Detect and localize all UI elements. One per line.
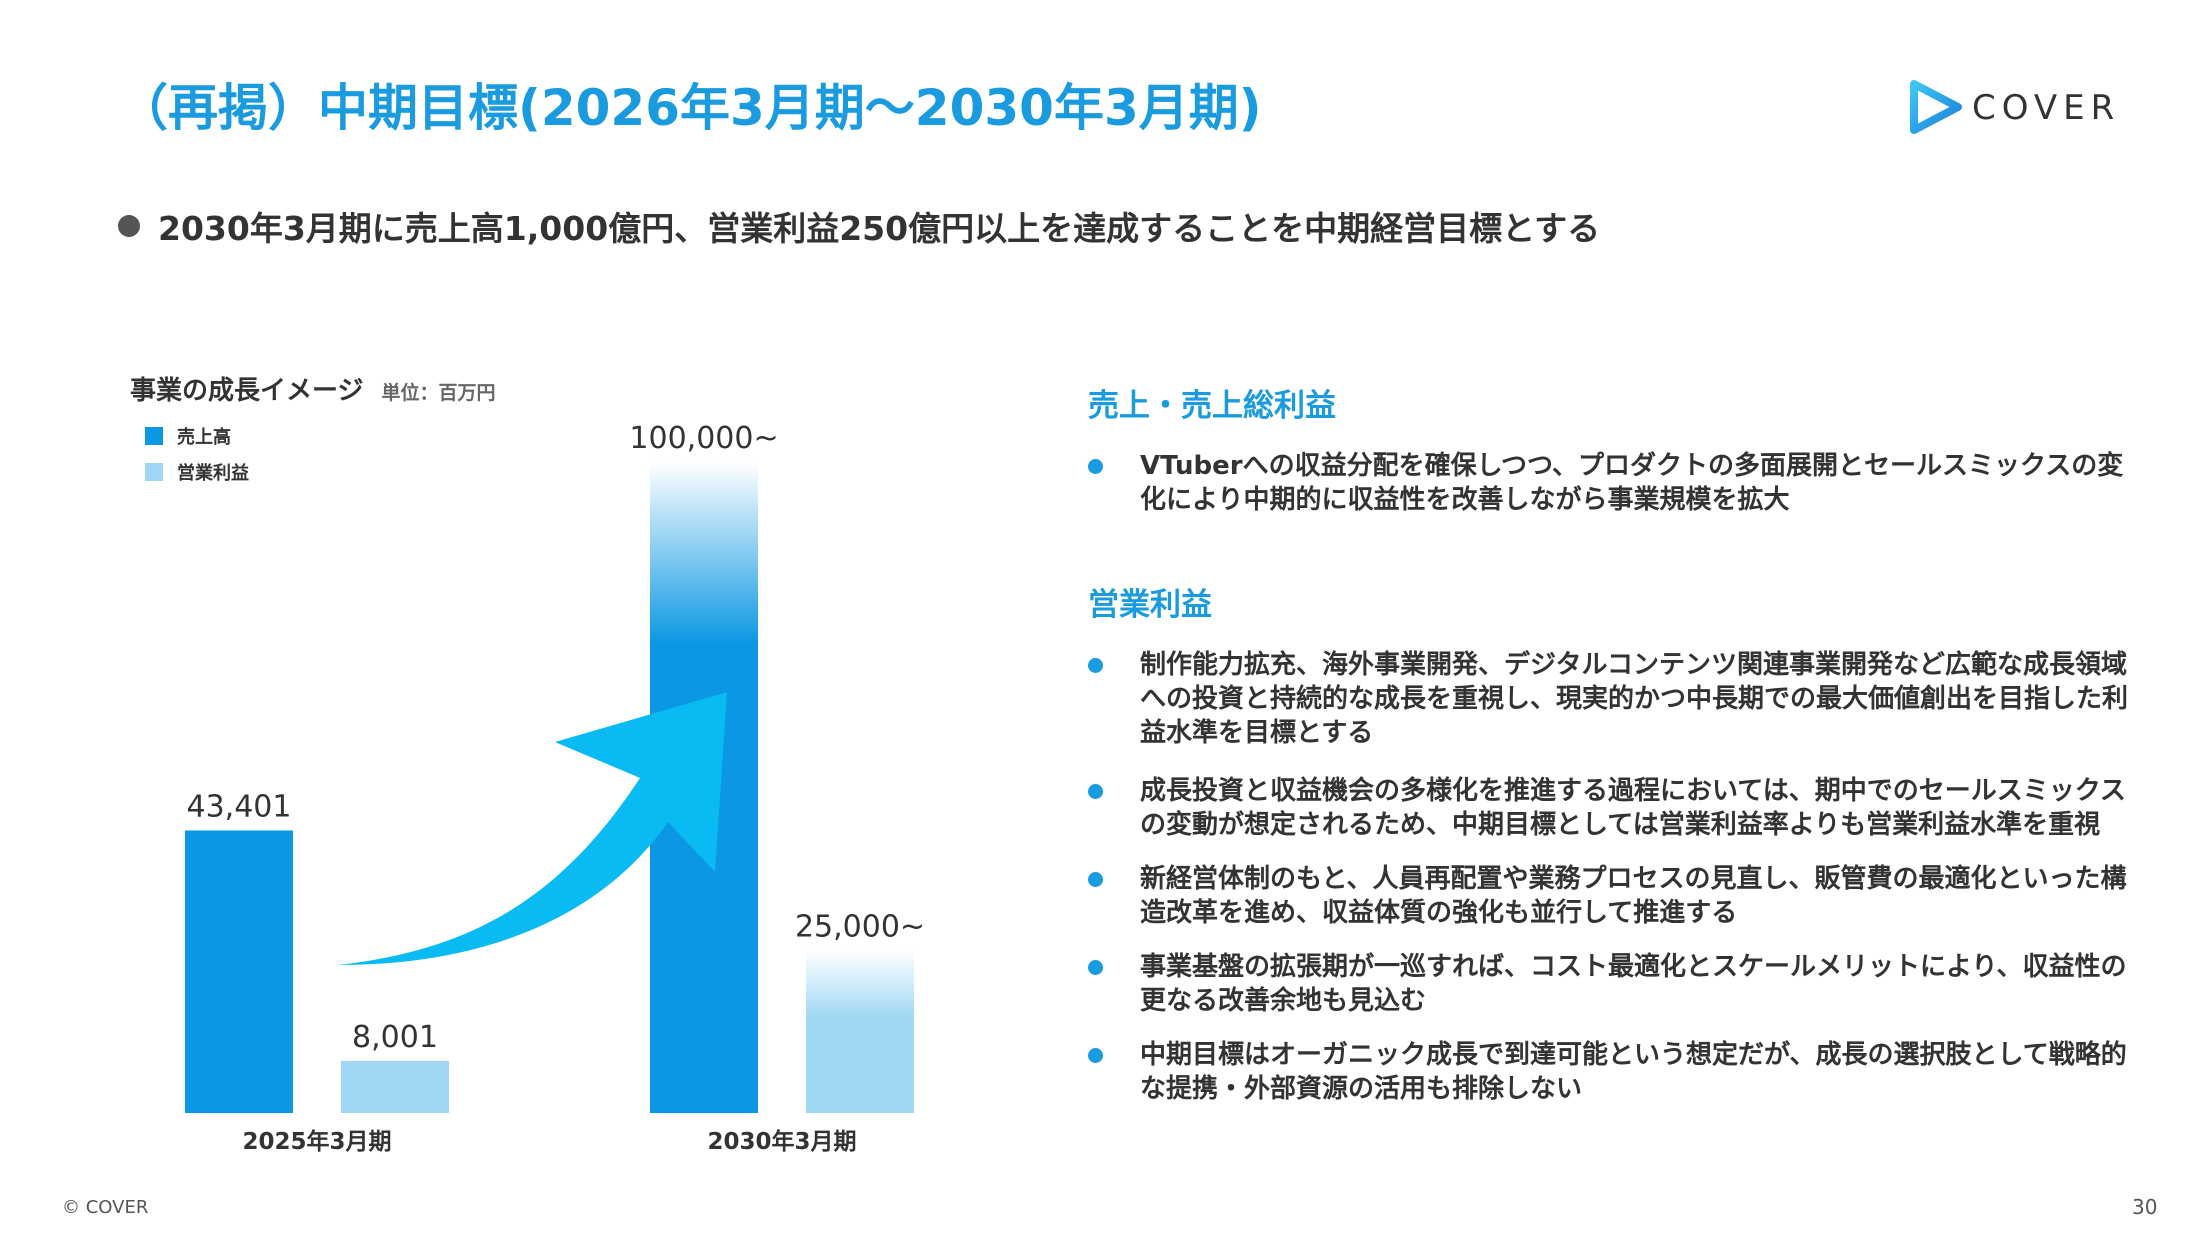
list-item: VTuberへの収益分配を確保しつつ、プロダクトの多面展開とセールスミックスの変…	[1088, 449, 2128, 517]
legend-item-sales: 売上高	[145, 418, 249, 454]
growth-bar-chart: 43,401 8,001 2025年3月期 100,000~ 25,000~ 2030年3…	[185, 421, 925, 1155]
chart-legend: 売上高 営業利益	[145, 418, 249, 490]
list-item: 中期目標はオーガニック成長で到達可能という想定だが、成長の選択肢として戦略的な提…	[1088, 1038, 2128, 1106]
section-heading-sales: 売上・売上総利益	[1088, 388, 1336, 424]
lead-statement: 2030年3月期に売上高1,000億円、営業利益250億円以上を達成することを中…	[118, 202, 1600, 250]
bullet-dot-icon	[118, 215, 140, 237]
list-item: 成長投資と収益機会の多様化を推進する過程においては、期中でのセールスミックスの変…	[1088, 774, 2128, 842]
legend-swatch-sales	[145, 427, 163, 445]
list-item: 事業基盤の拡張期が一巡すれば、コスト最適化とスケールメリットにより、収益性の更な…	[1088, 950, 2128, 1018]
bar-sales-0	[185, 830, 293, 1113]
legend-swatch-operating-profit	[145, 463, 163, 481]
list-item: 新経営体制のもと、人員再配置や業務プロセスの見直し、販管費の最適化といった構造改…	[1088, 862, 2128, 930]
section-sales: 売上・売上総利益 VTuberへの収益分配を確保しつつ、プロダクトの多面展開とセ…	[1088, 380, 2128, 517]
list-item: 制作能力拡充、海外事業開発、デジタルコンテンツ関連事業開発など広範な成長領域への…	[1088, 648, 2128, 750]
cover-logo: COVER	[1908, 78, 2128, 136]
chart-unit: 単位：百万円	[381, 382, 496, 404]
bar-operating-profit-1	[806, 950, 914, 1113]
chart-title: 事業の成長イメージ 単位：百万円	[130, 370, 496, 407]
chart-title-text: 事業の成長イメージ	[130, 376, 364, 406]
data-label-operating-profit-1: 25,000~	[795, 909, 925, 944]
category-label-0: 2025年3月期	[242, 1128, 391, 1155]
growth-arrow	[338, 692, 727, 965]
page-number: 30	[2132, 1195, 2158, 1219]
lead-text: 2030年3月期に売上高1,000億円、営業利益250億円以上を達成することを中…	[158, 209, 1601, 248]
legend-label-sales: 売上高	[177, 427, 231, 448]
page-title: （再掲）中期目標(2026年3月期～2030年3月期)	[118, 79, 1262, 137]
bar-operating-profit-0	[341, 1060, 449, 1113]
cover-logo-icon	[1910, 80, 1962, 134]
section-operating-profit: 営業利益 制作能力拡充、海外事業開発、デジタルコンテンツ関連事業開発など広範な成…	[1088, 579, 2128, 1106]
data-label-operating-profit-0: 8,001	[352, 1020, 438, 1055]
category-label-1: 2030年3月期	[707, 1128, 856, 1155]
explanation-panel: 売上・売上総利益 VTuberへの収益分配を確保しつつ、プロダクトの多面展開とセ…	[1088, 380, 2128, 1128]
logo-text: COVER	[1972, 88, 2121, 128]
legend-label-operating-profit: 営業利益	[177, 463, 249, 484]
legend-item-operating-profit: 営業利益	[145, 454, 249, 490]
data-label-sales-0: 43,401	[187, 789, 292, 824]
section-heading-operating-profit: 営業利益	[1088, 587, 1212, 623]
copyright: © COVER	[62, 1197, 149, 1218]
data-label-sales-1: 100,000~	[629, 421, 778, 456]
